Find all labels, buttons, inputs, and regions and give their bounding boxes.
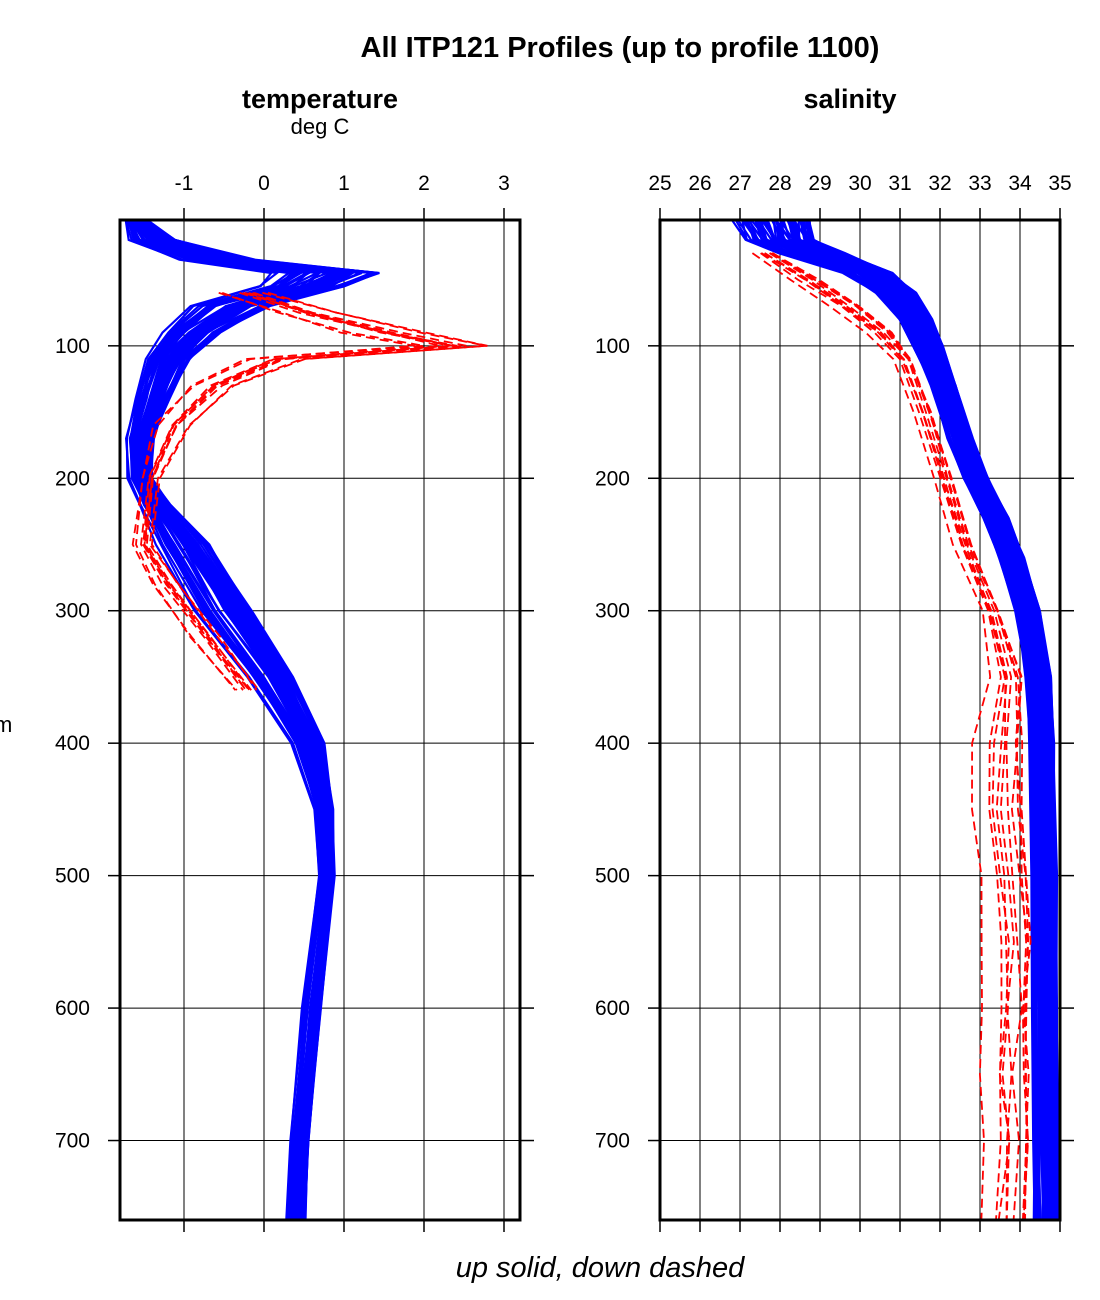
temperature-down-profile-line: [144, 291, 452, 691]
temperature-y-tick-label: 400: [55, 732, 90, 755]
depth-axis-label: m: [0, 712, 13, 737]
salinity-y-tick-label: 100: [595, 335, 630, 358]
figure-title: All ITP121 Profiles (up to profile 1100): [360, 32, 880, 64]
salinity-x-tick-label: 32: [928, 172, 951, 195]
salinity-y-tick-label: 300: [595, 600, 630, 623]
salinity-up-profile-line: [745, 220, 1039, 1220]
temperature-up-profile-line: [130, 220, 324, 1220]
temperature-y-tick-label: 100: [55, 335, 90, 358]
salinity-down-profile-line: [772, 252, 1032, 1220]
salinity-y-tick-label: 500: [595, 865, 630, 888]
temperature-panel-title: temperature: [241, 84, 399, 114]
salinity-x-tick-label: 35: [1048, 172, 1071, 195]
temperature-down-profile-line: [140, 291, 441, 691]
salinity-up-profile-line: [731, 220, 1036, 1220]
salinity-down-profile-line: [769, 252, 1023, 1220]
salinity-panel-title: salinity: [803, 84, 897, 114]
temperature-units-label: deg C: [290, 114, 350, 139]
temperature-frame: [118, 218, 522, 1222]
salinity-panel: 25 26 27 28 29 30 31 32 33 34 35 100 200 300 400 500 600…: [595, 172, 1074, 1232]
salinity-up-profile-line: [754, 220, 1042, 1220]
temperature-down-profile-line: [135, 291, 424, 691]
salinity-down-profile-line: [760, 252, 1003, 1220]
salinity-x-tick-label: 26: [688, 172, 711, 195]
temperature-x-tick-label: 3: [498, 172, 510, 195]
temperature-y-tick-label: 700: [55, 1130, 90, 1153]
salinity-down-profile-line: [764, 252, 1011, 1220]
salinity-up-profile-line: [804, 220, 1059, 1220]
salinity-x-tick-label: 34: [1008, 172, 1032, 195]
salinity-up-profile-line: [782, 220, 1052, 1220]
salinity-x-tick-label: 31: [888, 172, 911, 195]
temperature-up-profile-line: [124, 220, 321, 1220]
salinity-down-profile-line: [771, 252, 1030, 1220]
salinity-y-tick-label: 200: [595, 467, 630, 490]
temperature-up-profile-line: [145, 220, 376, 1220]
salinity-x-tick-label: 29: [808, 172, 831, 195]
temperature-panel: -1 0 1 2 3 100 200 300 400 500 600 700: [55, 172, 534, 1232]
salinity-x-tick-label: 28: [768, 172, 791, 195]
salinity-y-tick-label: 400: [595, 732, 630, 755]
salinity-up-profile-line: [770, 220, 1049, 1220]
salinity-up-profile-line: [750, 220, 1042, 1220]
salinity-x-tick-label: 30: [848, 172, 871, 195]
temperature-down-profile-line: [131, 291, 415, 691]
salinity-x-tick-label: 27: [728, 172, 751, 195]
temperature-down-profile-line: [148, 291, 487, 691]
temperature-y-tick-label: 200: [55, 467, 90, 490]
temperature-down-profile-line: [143, 291, 450, 691]
salinity-down-profile-line: [769, 252, 1029, 1220]
salinity-up-profile-line: [744, 220, 1040, 1220]
temperature-y-tick-label: 300: [55, 600, 90, 623]
salinity-down-profile-line: [761, 252, 1011, 1220]
temperature-up-profile-line: [126, 220, 322, 1220]
temperature-up-profile-line: [132, 220, 326, 1220]
salinity-down-profile-line: [751, 252, 992, 1220]
temperature-up-profile-line: [138, 220, 342, 1220]
salinity-up-profile-line: [781, 220, 1051, 1220]
temperature-up-profile-line: [136, 220, 335, 1220]
line-style-legend: up solid, down dashed: [455, 1252, 745, 1284]
salinity-up-profile-line: [748, 220, 1040, 1220]
salinity-x-tick-label: 33: [968, 172, 991, 195]
salinity-up-profile-line: [772, 220, 1046, 1220]
salinity-up-profile-line: [747, 220, 1040, 1220]
salinity-down-profile-line: [764, 252, 1015, 1220]
temperature-x-tick-label: 2: [418, 172, 430, 195]
salinity-y-tick-label: 600: [595, 997, 630, 1020]
temperature-x-tick-label: 0: [258, 172, 270, 195]
salinity-up-profile-line: [737, 220, 1036, 1220]
salinity-y-tick-label: 700: [595, 1130, 630, 1153]
salinity-up-profile-line: [734, 220, 1036, 1220]
temperature-x-tick-label: 1: [338, 172, 350, 195]
salinity-up-profile-line: [786, 220, 1055, 1220]
temperature-up-profile-line: [140, 220, 356, 1220]
temperature-y-tick-label: 500: [55, 865, 90, 888]
salinity-up-profile-line: [741, 220, 1037, 1220]
temperature-x-tick-label: -1: [175, 172, 194, 195]
salinity-x-tick-label: 25: [648, 172, 671, 195]
temperature-y-tick-label: 600: [55, 997, 90, 1020]
